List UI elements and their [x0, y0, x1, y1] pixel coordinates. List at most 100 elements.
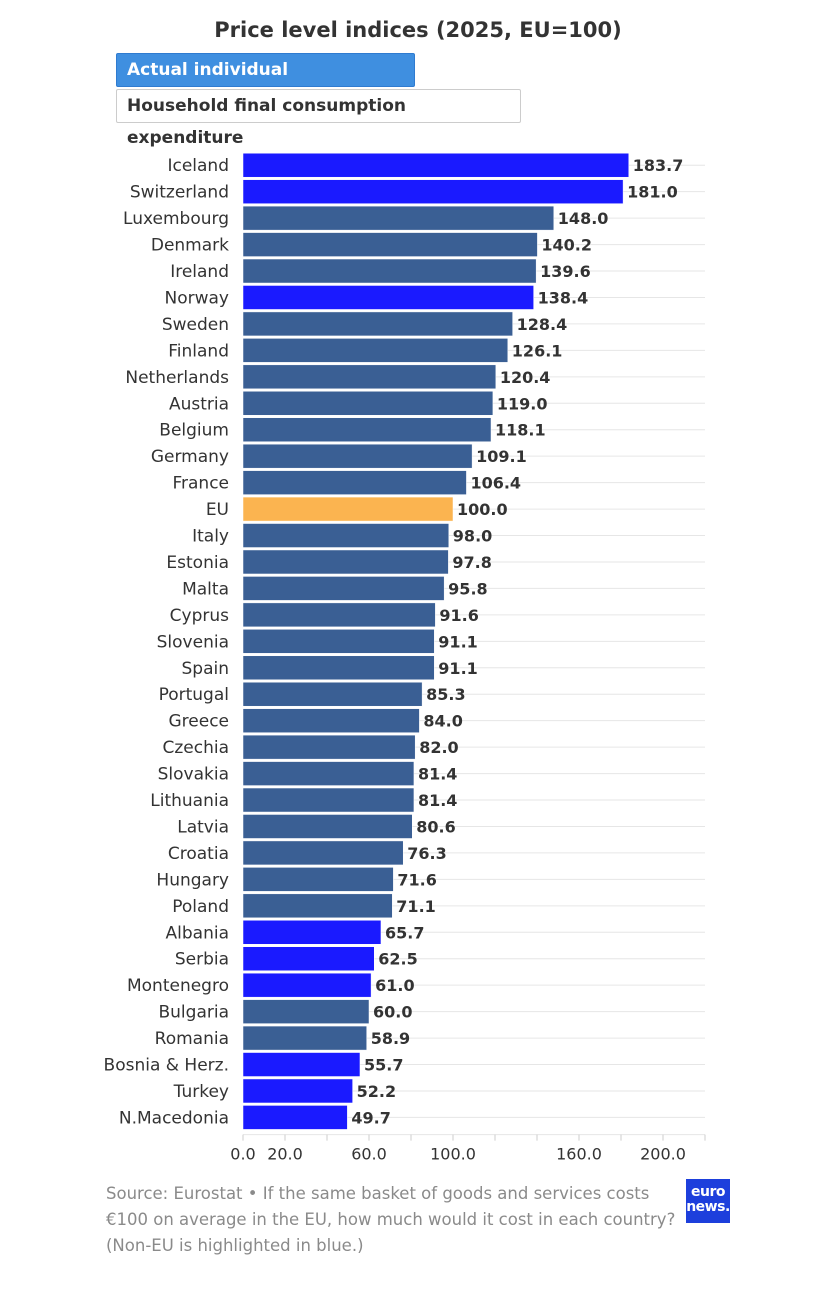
bar-malta[interactable] [242, 576, 445, 601]
category-label: Belgium [159, 421, 229, 441]
value-label: 49.7 [351, 1108, 390, 1127]
bar-germany[interactable] [242, 443, 473, 469]
category-label: Portugal [159, 685, 229, 705]
value-label: 140.2 [541, 236, 592, 255]
value-label: 91.1 [438, 632, 477, 651]
value-label: 120.4 [500, 368, 551, 387]
bar-france[interactable] [242, 470, 467, 495]
category-label: Iceland [167, 156, 229, 176]
bar-ireland[interactable] [242, 258, 537, 284]
logo-line-1: euro [691, 1184, 725, 1200]
value-label: 138.4 [538, 288, 589, 307]
category-label: Slovenia [157, 632, 229, 652]
bar-italy[interactable] [242, 523, 450, 548]
category-label: Montenegro [127, 976, 229, 996]
x-tick-label: 20.0 [267, 1145, 303, 1164]
euronews-logo: euro news. [686, 1179, 730, 1223]
value-label: 62.5 [378, 950, 417, 969]
bar-poland[interactable] [242, 893, 393, 919]
bar-portugal[interactable] [242, 681, 423, 707]
category-label: Cyprus [170, 606, 229, 626]
category-label: Ireland [170, 262, 229, 282]
bar-denmark[interactable] [242, 232, 538, 257]
category-label: Sweden [162, 315, 229, 335]
bar-hungary[interactable] [242, 867, 394, 892]
value-label: 65.7 [385, 923, 424, 942]
value-label: 95.8 [448, 579, 487, 598]
category-label: Serbia [175, 950, 229, 970]
value-label: 82.0 [419, 738, 458, 757]
x-tick-label: 0.0 [230, 1145, 255, 1164]
bar-spain[interactable] [242, 655, 435, 681]
bar-bulgaria[interactable] [242, 999, 370, 1024]
bar-slovenia[interactable] [242, 629, 435, 654]
bar-iceland[interactable] [242, 152, 630, 178]
category-label: EU [206, 500, 229, 520]
value-label: 91.1 [438, 659, 477, 678]
bar-estonia[interactable] [242, 549, 449, 575]
value-label: 118.1 [495, 421, 546, 440]
bar-eu[interactable] [242, 496, 454, 522]
bar-cyprus[interactable] [242, 602, 436, 628]
bar-norway[interactable] [242, 285, 534, 310]
value-label: 80.6 [416, 817, 455, 836]
value-label: 181.0 [627, 183, 678, 202]
bar-switzerland[interactable] [242, 179, 624, 204]
category-label: Switzerland [130, 183, 229, 203]
bar-romania[interactable] [242, 1025, 367, 1051]
x-axis: 0.0 20.0 60.0 100.0 160.0 200.0 [230, 1134, 706, 1164]
bar-montenegro[interactable] [242, 972, 372, 998]
value-label: 81.4 [418, 791, 457, 810]
x-tick-label: 160.0 [556, 1145, 602, 1164]
value-label: 76.3 [407, 844, 446, 863]
value-label: 106.4 [470, 474, 521, 493]
category-label: Latvia [177, 817, 229, 837]
bar-netherlands[interactable] [242, 364, 497, 390]
value-label: 81.4 [418, 765, 457, 784]
bar-n-macedonia[interactable] [242, 1105, 348, 1130]
bar-luxembourg[interactable] [242, 205, 555, 231]
value-label: 71.1 [396, 897, 435, 916]
bar-latvia[interactable] [242, 814, 413, 839]
category-label: Italy [192, 527, 229, 547]
category-label: Estonia [166, 553, 229, 573]
bar-serbia[interactable] [242, 946, 375, 971]
value-label: 71.6 [397, 870, 436, 889]
value-label: 98.0 [453, 527, 492, 546]
category-label: Bosnia & Herz. [104, 1056, 229, 1076]
bar-albania[interactable] [242, 920, 382, 945]
category-label: Bulgaria [159, 1003, 230, 1023]
bar-croatia[interactable] [242, 840, 404, 866]
bar-austria[interactable] [242, 391, 494, 416]
bar-sweden[interactable] [242, 311, 513, 337]
value-label: 148.0 [558, 209, 609, 228]
category-label: Austria [169, 394, 229, 414]
category-label: Turkey [173, 1082, 229, 1102]
bars [242, 152, 630, 1130]
household-final-consumption-button[interactable]: Household final consumption expenditure [116, 89, 521, 148]
category-label: Spain [182, 659, 230, 679]
chart-title: Price level indices (2025, EU=100) [214, 18, 622, 42]
source-note: Source: Eurostat • If the same basket of… [106, 1184, 676, 1255]
bar-finland[interactable] [242, 338, 509, 363]
value-label: 97.8 [452, 553, 491, 572]
value-label: 58.9 [371, 1029, 410, 1048]
category-label: Lithuania [150, 791, 229, 811]
category-label: Germany [151, 447, 229, 467]
category-label: Czechia [162, 738, 229, 758]
bar-chart: Iceland 183.7 Switzerland 181.0 Luxembourg 14… [104, 152, 706, 1164]
bar-slovakia[interactable] [242, 761, 415, 786]
category-label: Albania [166, 923, 229, 943]
bar-belgium[interactable] [242, 417, 492, 442]
bar-czechia[interactable] [242, 734, 416, 760]
x-tick-label: 200.0 [640, 1145, 686, 1164]
value-label: 60.0 [373, 1003, 412, 1022]
logo-line-2: news. [686, 1199, 730, 1215]
bar-lithuania[interactable] [242, 787, 415, 813]
category-label: France [172, 474, 229, 494]
bar-bosnia-herz-[interactable] [242, 1052, 361, 1077]
value-label: 52.2 [357, 1082, 396, 1101]
bar-turkey[interactable] [242, 1078, 353, 1104]
bar-greece[interactable] [242, 708, 420, 733]
category-label: Poland [172, 897, 229, 917]
